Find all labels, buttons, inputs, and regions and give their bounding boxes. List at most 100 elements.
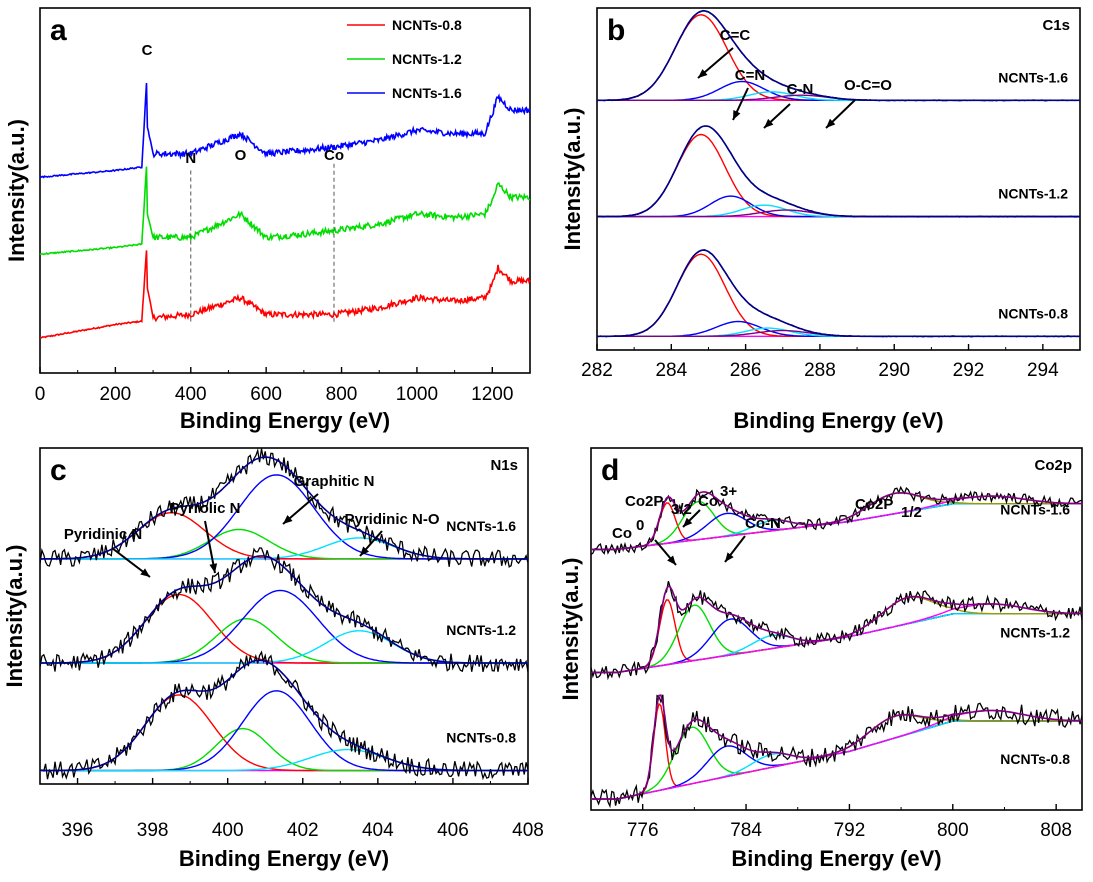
- fit-envelope: [597, 249, 1080, 338]
- panel-letter: d: [601, 454, 619, 487]
- peak-label: O: [235, 147, 247, 164]
- series-line-NCNTs-0.8: [39, 250, 531, 339]
- fit-component: [597, 253, 1080, 337]
- x-tick-label: 288: [804, 360, 836, 381]
- plot-frame: [596, 7, 1081, 351]
- annotation-arrowhead: [733, 110, 741, 120]
- fit-envelope: [591, 491, 1082, 551]
- x-tick-label: 294: [1027, 360, 1059, 381]
- x-tick-label: 1000: [396, 384, 438, 405]
- annotation-label: Co2P: [855, 496, 893, 513]
- y-axis-title: Intensity(a.u.): [4, 119, 29, 262]
- raw-spectrum: [39, 650, 529, 781]
- panel-a: 0 200 400 600 800 1000 1200 Binding Energy (eV)…: [4, 7, 531, 433]
- legend-label: NCNTs-1.2: [392, 51, 462, 67]
- fit-component: [597, 204, 1080, 218]
- panel-tag: N1s: [490, 457, 518, 474]
- x-tick-label: 408: [512, 820, 544, 841]
- plot-frame: [39, 7, 531, 374]
- x-axis-title: Binding Energy (eV): [179, 846, 389, 871]
- panel-letter: b: [607, 14, 625, 47]
- series-line-NCNTs-1.6: [39, 82, 531, 179]
- annotation-superscript: 0: [636, 517, 644, 534]
- x-tick-label: 1200: [471, 384, 513, 405]
- raw-spectrum: [590, 694, 1083, 809]
- fit-baseline: [591, 613, 1082, 674]
- series-line-NCNTs-1.2: [39, 166, 531, 256]
- annotation-label: Co2P: [625, 493, 663, 510]
- fit-envelope: [591, 585, 1082, 674]
- series-label: NCNTs-1.6: [446, 518, 516, 534]
- annotation-arrowhead: [360, 546, 370, 556]
- annotation-label: O-C=O: [844, 77, 892, 94]
- raw-spectrum: [596, 125, 1081, 218]
- series-label: NCNTs-1.2: [446, 622, 516, 638]
- fit-envelope: [591, 694, 1082, 800]
- panel-d: 776 784 792 800 808 Binding Energy (eV) Intens…: [558, 447, 1083, 871]
- x-tick-label: 284: [655, 360, 687, 381]
- annotation-label: Co: [612, 525, 632, 542]
- panel-c: 396 398 400 402 404 406 408 Binding Energy (eV)…: [2, 447, 544, 871]
- raw-spectrum: [596, 9, 1080, 102]
- annotation-arrowhead: [209, 563, 218, 573]
- x-tick-label: 200: [100, 384, 132, 405]
- annotation-label: Co: [698, 493, 718, 510]
- x-axis-title: Binding Energy (eV): [733, 408, 943, 433]
- fit-component: [591, 613, 1082, 674]
- x-axis-title: Binding Energy (eV): [731, 846, 941, 871]
- legend-label: NCNTs-0.8: [392, 17, 462, 33]
- panel-tag: Co2p: [1035, 457, 1073, 474]
- annotation-label: Graphitic N: [294, 473, 375, 490]
- peak-label: Co: [324, 147, 344, 164]
- x-tick-label: 808: [1040, 820, 1072, 841]
- y-axis-title: Intensity(a.u.): [558, 557, 583, 700]
- fit-envelope: [40, 555, 528, 664]
- x-tick-label: 784: [730, 820, 762, 841]
- x-tick-label: 404: [362, 820, 394, 841]
- annotation-arrowhead: [826, 118, 836, 128]
- fit-component: [591, 613, 1082, 674]
- y-axis-title: Intensity(a.u.): [560, 107, 585, 250]
- x-tick-label: 286: [730, 360, 762, 381]
- series-label: NCNTs-1.2: [1000, 624, 1070, 640]
- x-tick-label: 800: [326, 384, 358, 405]
- fit-component: [597, 133, 1080, 218]
- annotation-arrowhead: [683, 517, 693, 527]
- annotation-arrowhead: [698, 69, 708, 78]
- panel-letter: a: [50, 14, 67, 47]
- x-tick-label: 406: [437, 820, 469, 841]
- plot-frame: [590, 447, 1083, 811]
- x-tick-label: 396: [62, 820, 94, 841]
- fit-component: [597, 14, 1080, 101]
- annotation-superscript: 3+: [720, 483, 737, 500]
- y-axis-title: Intensity(a.u.): [2, 544, 27, 687]
- annotation-subscript: 1/2: [901, 504, 922, 521]
- annotation-label: C=N: [735, 67, 765, 84]
- annotation-arrowhead: [725, 552, 734, 562]
- raw-spectrum: [590, 581, 1083, 681]
- annotation-label: Co-N: [745, 515, 781, 532]
- x-tick-label: 400: [212, 820, 244, 841]
- x-tick-label: 290: [878, 360, 910, 381]
- x-tick-label: 400: [175, 384, 207, 405]
- panel-letter: c: [50, 454, 67, 487]
- fit-component: [597, 320, 1080, 337]
- fit-envelope: [597, 10, 1080, 102]
- x-tick-label: 398: [137, 820, 169, 841]
- series-label: NCNTs-1.6: [1000, 501, 1070, 517]
- x-tick-label: 0: [35, 384, 46, 405]
- series-label: NCNTs-1.2: [998, 186, 1068, 202]
- annotation-label: Pyrrolic N: [170, 500, 241, 517]
- x-tick-label: 282: [581, 360, 613, 381]
- series-label: NCNTs-0.8: [1000, 751, 1070, 767]
- panel-b: 282 284 286 288 290 292 294 Binding Energy (eV)…: [560, 7, 1081, 433]
- series-label: NCNTs-0.8: [998, 305, 1068, 321]
- annotation-arrowhead: [667, 555, 676, 565]
- x-tick-label: 800: [937, 820, 969, 841]
- annotation-arrowhead: [140, 568, 150, 577]
- peak-label: C: [142, 42, 153, 59]
- fit-envelope: [40, 659, 528, 772]
- legend-label: NCNTs-1.6: [392, 85, 462, 101]
- plot-frame: [39, 447, 529, 785]
